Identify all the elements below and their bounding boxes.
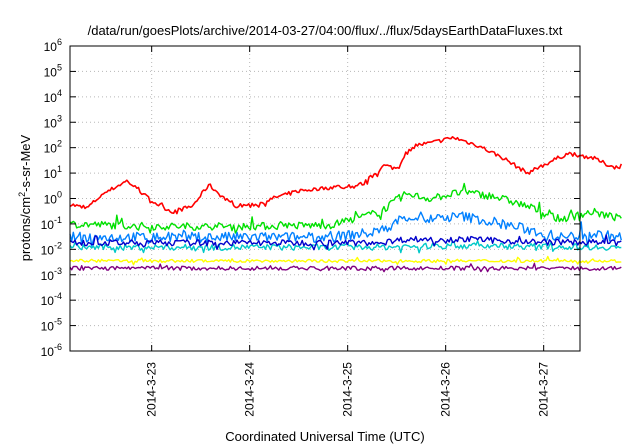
x-tick-label: 2014-3-23	[145, 362, 159, 417]
y-tick-exponent: 0	[57, 190, 62, 200]
x-tick-labels: 2014-3-23 2014-3-24 2014-3-25 2014-3-26 2014…	[145, 362, 551, 417]
y-axis-label-base: protons/cm	[18, 197, 33, 261]
y-tick-label: 100	[44, 190, 62, 207]
y-tick-label: 102	[44, 139, 62, 156]
y-tick-base: 10	[41, 345, 55, 359]
y-tick-base: 10	[44, 167, 58, 181]
x-tick-label: 2014-3-25	[341, 362, 355, 417]
y-axis-label: protons/cm2-s-sr-MeV	[17, 134, 33, 261]
y-tick-base: 10	[44, 193, 58, 207]
y-tick-label: 105	[44, 62, 62, 79]
series-line-4	[69, 240, 622, 254]
y-tick-label: 10-4	[41, 291, 62, 308]
y-tick-base: 10	[41, 320, 55, 334]
x-tick-label: 2014-3-26	[439, 362, 453, 417]
y-axis-label-rest: -s-sr-MeV	[18, 134, 33, 191]
y-tick-exponent: 4	[57, 88, 62, 98]
y-tick-exponent: -4	[54, 291, 62, 301]
y-tick-exponent: 6	[57, 37, 62, 47]
x-tick-label: 2014-3-27	[537, 362, 551, 417]
y-tick-exponent: -3	[54, 266, 62, 276]
y-tick-base: 10	[44, 91, 58, 105]
y-tick-exponent: 2	[57, 139, 62, 149]
y-tick-base: 10	[44, 40, 58, 54]
x-axis-label: Coordinated Universal Time (UTC)	[225, 429, 424, 444]
y-tick-base: 10	[41, 269, 55, 283]
y-tick-exponent: -1	[54, 215, 62, 225]
y-tick-base: 10	[41, 243, 55, 257]
series-line-7	[69, 262, 622, 273]
y-tick-label: 103	[44, 113, 62, 130]
y-tick-label: 10-5	[41, 317, 62, 334]
y-tick-label: 10-6	[41, 342, 62, 359]
series-line-6	[69, 255, 622, 266]
y-tick-exponent: 3	[57, 113, 62, 123]
series-line-2	[69, 182, 622, 234]
y-tick-base: 10	[41, 218, 55, 232]
y-tick-labels: 10610510410310210110010-110-210-310-410-…	[41, 37, 62, 359]
y-tick-base: 10	[41, 294, 55, 308]
y-tick-exponent: -6	[54, 342, 62, 352]
y-tick-base: 10	[44, 116, 58, 130]
y-tick-exponent: -2	[54, 240, 62, 250]
series-line-1	[69, 136, 623, 215]
chart-title: /data/run/goesPlots/archive/2014-03-27/0…	[88, 23, 563, 38]
y-tick-exponent: 1	[57, 164, 62, 174]
y-tick-base: 10	[44, 65, 58, 79]
y-tick-label: 10-3	[41, 266, 62, 283]
y-tick-exponent: -5	[54, 317, 62, 327]
series-group	[69, 136, 623, 273]
y-tick-label: 10-1	[41, 215, 62, 232]
x-tick-label: 2014-3-24	[243, 362, 257, 417]
y-tick-base: 10	[44, 142, 58, 156]
y-tick-label: 10-2	[41, 240, 62, 257]
series-line-5	[69, 234, 622, 251]
y-axis-label-superscript: 2	[17, 192, 27, 197]
y-tick-exponent: 5	[57, 62, 62, 72]
y-tick-label: 101	[44, 164, 62, 181]
tick-marks	[70, 45, 580, 352]
y-tick-label: 106	[44, 37, 62, 54]
grid-lines	[70, 46, 580, 351]
y-tick-label: 104	[44, 88, 62, 105]
